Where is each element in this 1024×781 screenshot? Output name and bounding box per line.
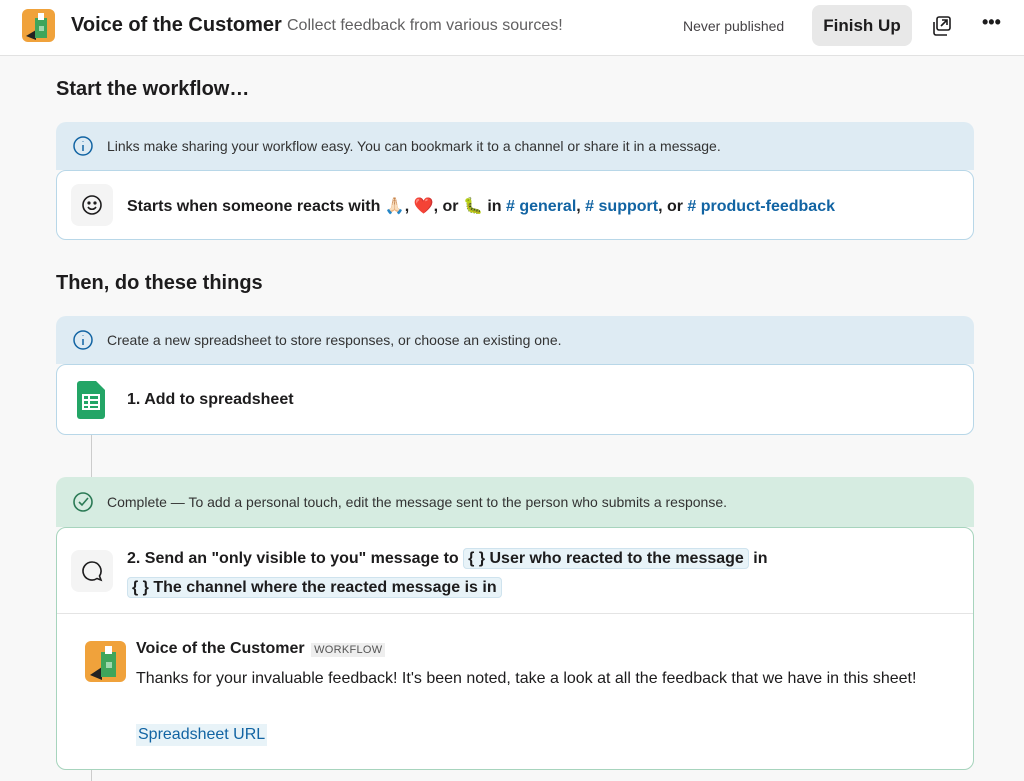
step1-card[interactable]: 1. Add to spreadsheet	[56, 364, 974, 435]
info-text: Links make sharing your workflow easy. Y…	[107, 138, 721, 154]
workflow-badge: WORKFLOW	[311, 643, 386, 657]
workflow-subtitle: Collect feedback from various sources!	[287, 17, 563, 34]
more-options-icon[interactable]: •••	[982, 12, 1001, 32]
variable-token[interactable]: { } User who reacted to the message	[463, 548, 749, 569]
channel-general[interactable]: # general	[506, 198, 577, 215]
step2-text: 2. Send an "only visible to you" message…	[127, 548, 768, 598]
start-heading: Start the workflow…	[56, 78, 250, 100]
step1-label: 1. Add to spreadsheet	[127, 391, 294, 408]
steps-heading: Then, do these things	[56, 272, 263, 294]
step2-card[interactable]: 2. Send an "only visible to you" message…	[56, 527, 974, 770]
publish-status: Never published	[683, 18, 785, 34]
message-bubble-icon	[71, 550, 113, 592]
finish-up-button[interactable]: Finish Up	[812, 5, 912, 46]
info-banner: Create a new spreadsheet to store respon…	[56, 316, 974, 364]
info-banner: Links make sharing your workflow easy. Y…	[56, 122, 974, 170]
step1-section: Create a new spreadsheet to store respon…	[56, 316, 974, 435]
step2-section: Complete — To add a personal touch, edit…	[56, 477, 974, 770]
info-icon	[73, 330, 93, 350]
spreadsheet-icon	[77, 381, 105, 424]
bug-emoji: 🐛	[462, 198, 483, 215]
heart-emoji: ❤️	[413, 198, 434, 215]
connector-line	[91, 770, 92, 781]
sender-avatar	[85, 641, 126, 682]
trigger-text: Starts when someone reacts with 🙏🏻, ❤️, …	[127, 198, 835, 215]
sender-name: Voice of the Customer WORKFLOW	[136, 640, 386, 658]
info-text: Create a new spreadsheet to store respon…	[107, 332, 562, 348]
connector-line	[91, 435, 92, 477]
open-in-window-icon[interactable]	[930, 15, 952, 42]
check-circle-icon	[73, 492, 93, 512]
trigger-card[interactable]: Starts when someone reacts with 🙏🏻, ❤️, …	[56, 170, 974, 240]
complete-banner: Complete — To add a personal touch, edit…	[56, 477, 974, 527]
complete-text: Complete — To add a personal touch, edit…	[107, 494, 727, 510]
variable-token[interactable]: { } The channel where the reacted messag…	[127, 577, 502, 598]
divider	[57, 613, 973, 614]
preview-message: Thanks for your invaluable feedback! It'…	[136, 670, 917, 687]
channel-support[interactable]: # support	[585, 198, 659, 215]
channel-product-feedback[interactable]: # product-feedback	[687, 198, 835, 215]
app-logo	[22, 9, 55, 42]
emoji-reaction-icon	[71, 184, 113, 226]
trigger-section: Links make sharing your workflow easy. Y…	[56, 122, 974, 240]
workflow-title: Voice of the Customer	[71, 14, 282, 36]
header: Voice of the Customer Collect feedback f…	[0, 0, 1024, 56]
info-icon	[73, 136, 93, 156]
pray-emoji: 🙏🏻	[384, 198, 405, 215]
spreadsheet-url-link[interactable]: Spreadsheet URL	[136, 724, 268, 746]
